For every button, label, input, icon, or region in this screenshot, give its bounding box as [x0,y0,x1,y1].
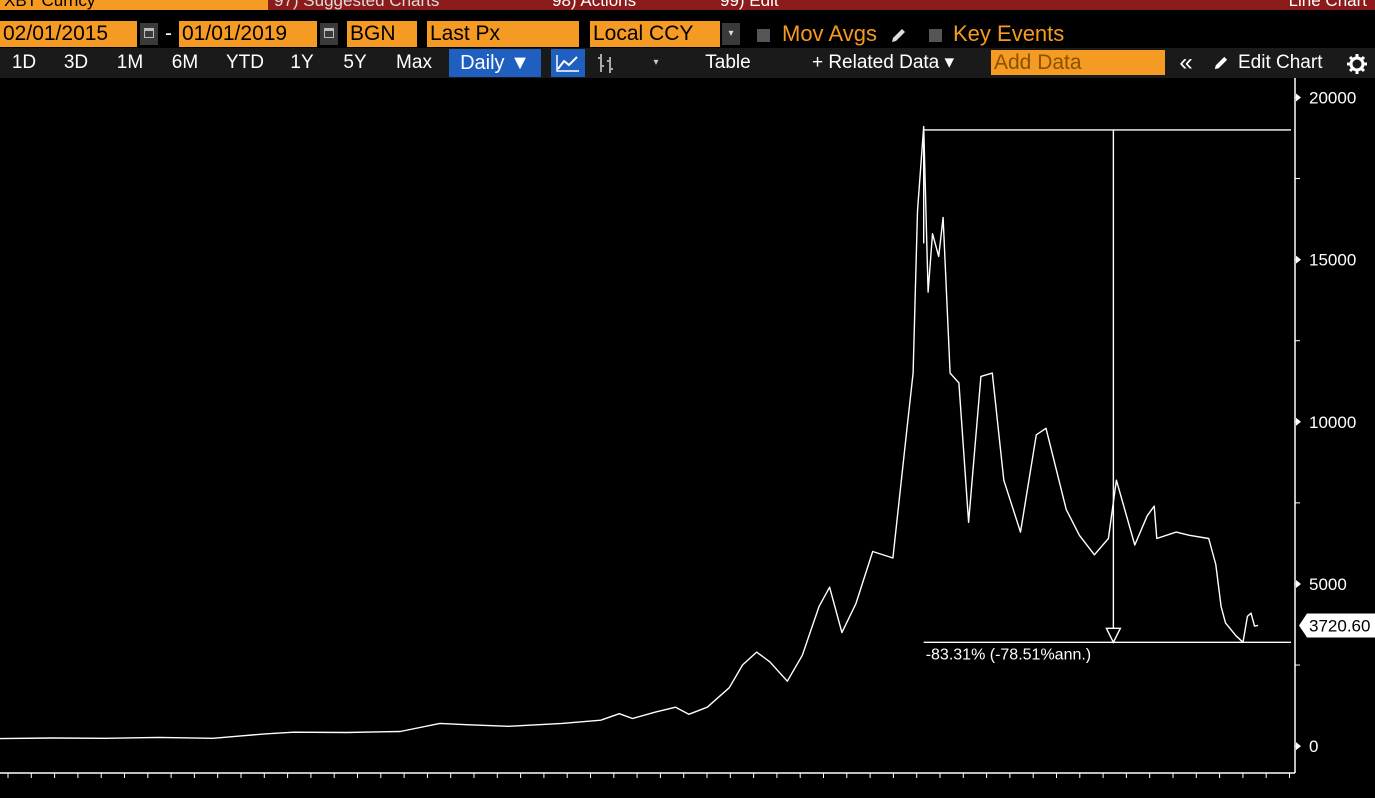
y-tick-label: 0 [1309,737,1318,756]
end-date-field[interactable]: 01/01/2019 [179,21,317,47]
double-chevron-left-icon[interactable]: « [1179,49,1193,76]
top-menu-bar: XBT Curncy 97) Suggested Charts 98) Acti… [0,0,1375,10]
dropdown-arrow-icon[interactable]: ▾ [722,23,740,45]
period-1m-button[interactable]: 1M [116,52,144,73]
y-tick-label: 15000 [1309,251,1356,270]
last-price-tag [1299,613,1375,638]
period-3d-button[interactable]: 3D [63,52,89,73]
y-axis-major-tick [1296,255,1301,264]
table-button[interactable]: Table [705,52,751,73]
y-axis-major-tick [1296,417,1301,426]
price-line [0,125,1259,740]
period-1d-button[interactable]: 1D [11,52,37,73]
drawdown-label: -83.31% (-78.51%ann.) [926,646,1091,663]
dropdown-arrow-icon[interactable]: ▾ [653,57,659,68]
period-max-button[interactable]: Max [396,52,432,73]
line-chart-icon[interactable] [551,49,585,77]
suggested-charts-menu[interactable]: 97) Suggested Charts [274,0,440,10]
chart-settings-bar: 02/01/2015 - 01/01/2019 BGN Last Px Loca… [0,19,1375,48]
last-price-value: 3720.60 [1309,616,1370,635]
chart-toolbar: 1D 3D 1M 6M YTD 1Y 5Y Max Daily ▼ ▾ Tabl… [0,48,1375,78]
gear-icon[interactable] [1346,53,1368,75]
y-tick-label: 10000 [1309,413,1356,432]
period-1y-button[interactable]: 1Y [290,52,314,73]
security-tab[interactable]: XBT Curncy [0,0,268,10]
chart-type-title: Line Chart [1288,0,1367,10]
checkbox-icon[interactable] [929,29,942,42]
period-ytd-button[interactable]: YTD [226,52,264,73]
pricing-source-field[interactable]: BGN [347,21,417,47]
bar-chart-icon[interactable] [592,49,620,77]
edit-menu[interactable]: 99) Edit [720,0,779,10]
pencil-icon [1214,56,1228,70]
period-6m-button[interactable]: 6M [171,52,199,73]
last-price-label: 3720.60 [1299,613,1375,638]
y-axis: 0 5000 10000 15000 20000 [1294,78,1356,773]
pencil-icon[interactable] [889,27,907,45]
calendar-icon[interactable] [140,23,158,45]
checkbox-icon[interactable] [757,29,770,42]
currency-selector[interactable]: Local CCY [590,21,720,47]
mov-avgs-label[interactable]: Mov Avgs [782,21,877,46]
period-5y-button[interactable]: 5Y [343,52,367,73]
y-tick-label: 20000 [1309,88,1356,107]
drawdown-arrow-head [1105,627,1122,644]
y-tick-label: 5000 [1309,575,1347,594]
price-field-selector[interactable]: Last Px [427,21,579,47]
key-events-label[interactable]: Key Events [953,21,1065,46]
y-axis-major-tick [1296,93,1301,102]
start-date-field[interactable]: 02/01/2015 [0,21,137,47]
related-data-button[interactable]: + Related Data ▾ [811,52,955,73]
add-data-input[interactable] [991,50,1165,75]
edit-chart-label: Edit Chart [1238,52,1323,73]
price-chart: 0 5000 10000 15000 20000 -83.31% (-78.51%ann… [0,78,1375,778]
y-axis-major-tick [1296,579,1301,588]
frequency-dropdown[interactable]: Daily ▼ [449,49,541,77]
actions-menu[interactable]: 98) Actions [552,0,637,10]
y-axis-major-tick [1296,742,1301,751]
edit-chart-button[interactable]: Edit Chart [1208,48,1340,78]
calendar-icon[interactable] [320,23,338,45]
x-axis [0,772,1295,778]
date-range-separator: - [165,22,172,45]
drawdown-annotation: -83.31% (-78.51%ann.) [923,129,1291,663]
